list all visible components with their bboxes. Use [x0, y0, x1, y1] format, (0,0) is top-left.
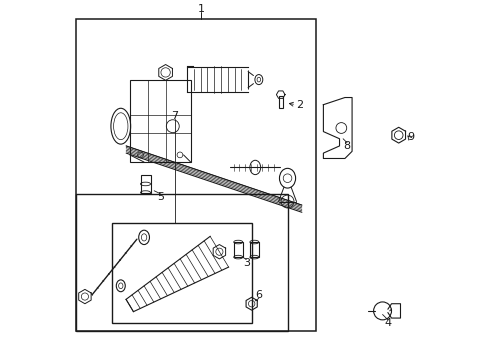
Bar	[278, 96, 282, 108]
Bar	[249, 242, 258, 257]
Text: 4: 4	[384, 319, 391, 328]
Text: 7: 7	[171, 111, 178, 121]
Bar	[140, 175, 150, 193]
Text: 2: 2	[296, 100, 303, 110]
Bar	[76, 19, 316, 330]
Bar	[233, 242, 242, 257]
Text: 1: 1	[198, 4, 204, 14]
Text: 3: 3	[243, 258, 249, 268]
Bar	[76, 194, 287, 330]
Text: 9: 9	[407, 132, 414, 142]
Text: 6: 6	[255, 290, 262, 300]
Bar	[129, 80, 190, 162]
Text: 5: 5	[157, 192, 163, 202]
Text: 8: 8	[343, 140, 350, 150]
Bar	[112, 223, 251, 323]
